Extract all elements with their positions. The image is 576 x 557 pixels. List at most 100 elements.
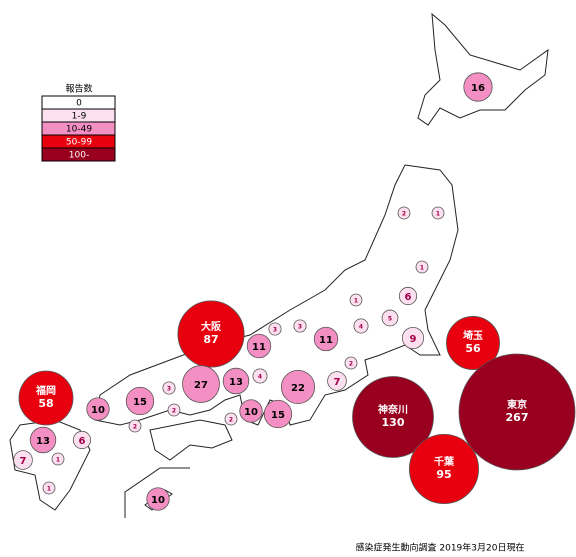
bubble xyxy=(352,376,434,458)
bubble-value: 10 xyxy=(244,407,258,418)
bubble xyxy=(18,370,74,426)
bubble xyxy=(458,353,576,471)
bubble-value: 3 xyxy=(273,327,277,334)
bubble xyxy=(177,300,245,368)
bubble xyxy=(125,386,155,416)
bubble-value: 6 xyxy=(405,292,412,303)
bubble xyxy=(167,403,181,417)
legend-label: 10-49 xyxy=(66,125,92,135)
bubble xyxy=(268,322,282,336)
bubble xyxy=(463,72,493,102)
bubble-value: 13 xyxy=(229,377,243,388)
bubble-value: 2 xyxy=(172,408,176,415)
legend-label: 50-99 xyxy=(66,138,92,148)
bubble xyxy=(415,260,429,274)
bubble xyxy=(252,368,268,384)
legend-label: 1-9 xyxy=(72,112,87,122)
bubble-value: 15 xyxy=(133,397,147,408)
bubble xyxy=(313,326,339,352)
bubble-value: 6 xyxy=(79,436,86,447)
bubble xyxy=(146,487,170,511)
bubble xyxy=(431,206,445,220)
bubble-name: 大阪 xyxy=(201,320,222,333)
bubble-value: 7 xyxy=(334,377,341,388)
bubble-value: 15 xyxy=(271,410,285,421)
bubble-value: 1 xyxy=(56,457,60,464)
bubble-value: 4 xyxy=(258,374,262,381)
bubble-value: 2 xyxy=(402,211,406,218)
bubble-value: 2 xyxy=(133,424,137,431)
bubble-name: 東京 xyxy=(507,398,527,411)
bubble-value: 9 xyxy=(410,334,417,345)
bubble xyxy=(72,430,92,450)
bubble xyxy=(280,369,316,405)
bubble xyxy=(401,326,425,350)
bubble-name: 千葉 xyxy=(434,455,455,468)
shikoku xyxy=(149,419,233,461)
bubble xyxy=(182,365,220,403)
bubble-value: 95 xyxy=(436,468,451,481)
bubble-value: 87 xyxy=(203,333,218,346)
bubble xyxy=(353,318,369,334)
bubble-name: 神奈川 xyxy=(378,403,408,416)
bubble-value: 1 xyxy=(420,265,424,272)
bubble-name: 埼玉 xyxy=(463,329,483,342)
bubble-value: 7 xyxy=(20,456,27,467)
bubble-value: 3 xyxy=(167,386,171,393)
bubble-value: 1 xyxy=(47,486,51,493)
bubble xyxy=(42,481,56,495)
bubble-value: 16 xyxy=(471,83,485,94)
bubble xyxy=(224,412,238,426)
bubble-value: 22 xyxy=(291,383,305,394)
bubble-value: 56 xyxy=(465,342,481,355)
legend-title: 報告数 xyxy=(65,83,92,95)
bubble xyxy=(381,309,399,327)
bubble-value: 1 xyxy=(436,211,440,218)
bubble-value: 2 xyxy=(349,361,353,368)
bubble-value: 11 xyxy=(252,342,266,353)
bubble xyxy=(344,356,358,370)
bubble xyxy=(397,206,411,220)
bubble xyxy=(222,367,250,395)
bubble xyxy=(13,450,33,470)
bubble-name: 福岡 xyxy=(35,384,56,397)
bubble xyxy=(327,371,347,391)
japan-outline xyxy=(9,12,549,518)
bubble xyxy=(446,316,500,370)
inset-border xyxy=(124,467,190,518)
bubble xyxy=(349,293,363,307)
legend-label: 0 xyxy=(76,99,82,109)
bubble xyxy=(246,333,272,359)
bubble-value: 2 xyxy=(229,417,233,424)
kyushu xyxy=(9,419,91,511)
legend-swatch xyxy=(41,147,116,162)
footer: 感染症発生動向調査 2019年3月20日現在 xyxy=(356,542,525,554)
bubble-value: 5 xyxy=(388,316,392,323)
bubble xyxy=(263,399,293,429)
bubble xyxy=(128,419,142,433)
bubble-value: 13 xyxy=(36,436,50,447)
bubble xyxy=(239,399,263,423)
bubble xyxy=(86,397,110,421)
legend: 報告数 0 1-9 10-49 50-99 100- xyxy=(41,83,116,162)
bubble-value: 1 xyxy=(354,298,358,305)
bubble xyxy=(293,319,307,333)
bubble-value: 267 xyxy=(506,411,529,424)
bubble-value: 130 xyxy=(382,416,405,429)
bubble xyxy=(162,381,176,395)
bubble xyxy=(398,286,418,306)
bubble-value: 11 xyxy=(319,335,333,346)
bubble-value: 58 xyxy=(38,397,53,410)
legend-label: 100- xyxy=(69,151,89,161)
hokkaido xyxy=(417,12,549,126)
bubble xyxy=(29,426,57,454)
bubble-value: 10 xyxy=(91,405,105,416)
bubble xyxy=(408,433,480,505)
bubble xyxy=(51,452,65,466)
bubble-value: 3 xyxy=(298,324,302,331)
bubble-value: 10 xyxy=(151,495,165,506)
bubble-value: 27 xyxy=(194,380,208,391)
bubble-value: 4 xyxy=(359,324,363,331)
